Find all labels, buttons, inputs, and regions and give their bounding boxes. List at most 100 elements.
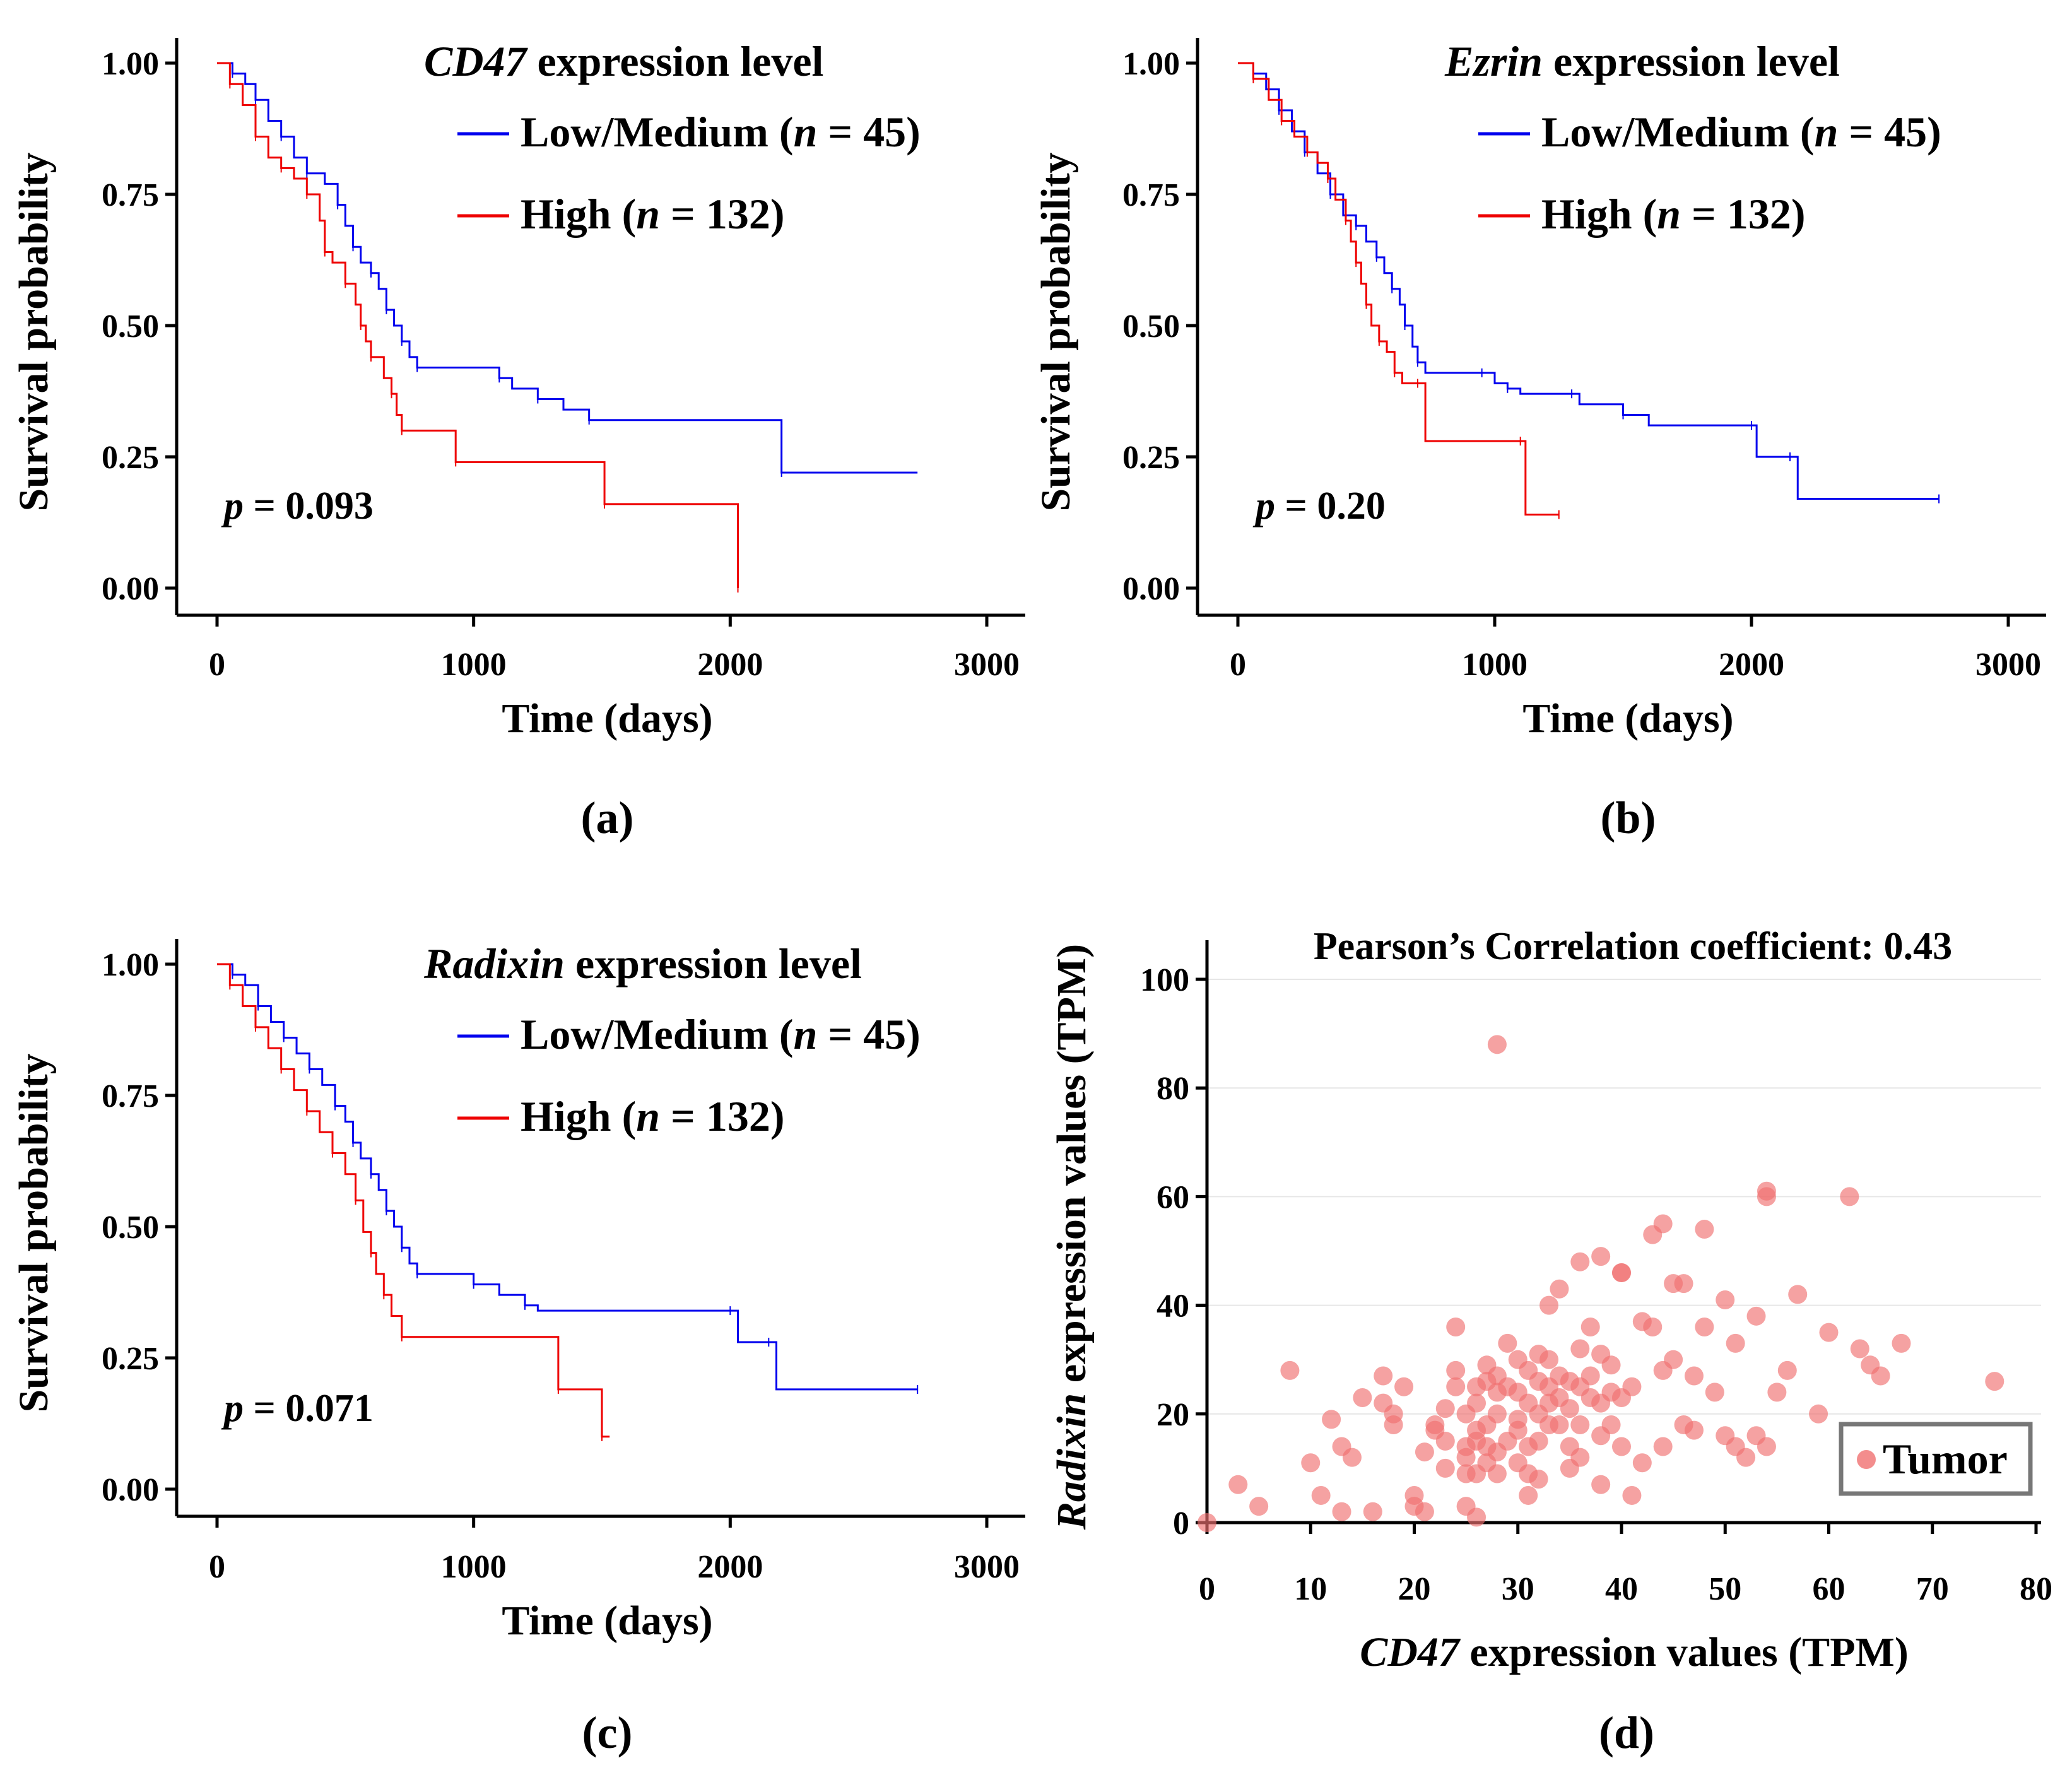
y-axis-label: Radixin expression values (TPM) [1049,944,1095,1530]
y-tick-label: 0.25 [1122,440,1180,476]
y-tick-label: 0.00 [102,571,159,607]
scatter-point [1653,1437,1673,1456]
km-chart-2: 0.00 0.25 0.50 0.75 1.00 0 1000 2000 3000 Time (d… [11,939,1025,1758]
scatter-point [1560,1399,1579,1418]
km-curve-high [1238,62,1559,516]
scatter-point [1684,1366,1704,1386]
y-tick-label: 40 [1157,1288,1189,1324]
scatter-point [1550,1279,1569,1299]
scatter-point [1363,1502,1382,1521]
km-chart-0: 0.00 0.25 0.50 0.75 1.00 0 1000 2000 3000 Time (d… [11,37,1025,843]
y-tick-label: 0.75 [102,1078,159,1114]
scatter-point [1788,1285,1808,1304]
scatter-point [1695,1220,1714,1239]
x-axis-label: Time (days) [502,1598,712,1644]
scatter-point [1746,1306,1766,1326]
chart-title: Ezrin expression level [1444,37,1840,85]
y-axis-label: Survival probability [1033,152,1079,511]
scatter-point [1539,1350,1559,1369]
scatter-point [1767,1383,1787,1402]
x-axis-label: Time (days) [1522,695,1733,741]
scatter-point [1736,1448,1756,1467]
km-chart-1: 0.00 0.25 0.50 0.75 1.00 0 1000 2000 3000 Time (d… [1033,37,2046,843]
scatter-point [1487,1404,1507,1424]
scatter-point [1757,1437,1776,1456]
scatter-point [1435,1458,1455,1478]
scatter-point [1467,1507,1486,1527]
y-tick-label: 0.75 [1122,177,1180,213]
scatter-point [1819,1323,1839,1342]
scatter-point [1446,1360,1466,1380]
scatter-point [1674,1274,1693,1294]
x-tick-label: 10 [1294,1571,1327,1607]
y-tick-label: 20 [1157,1397,1189,1433]
scatter-point [1280,1360,1300,1380]
x-tick-label: 0 [209,647,225,683]
scatter-point [1198,1513,1216,1532]
scatter-point [1612,1263,1631,1282]
scatter-point [1570,1252,1590,1271]
panel-label: (b) [1601,793,1656,843]
scatter-point [1570,1339,1590,1359]
scatter-point [1601,1355,1621,1375]
legend-label: High (n = 132) [1541,190,1806,238]
y-axis-label: Survival probability [11,1053,57,1412]
y-tick-label: 1.00 [1122,46,1180,82]
y-tick-label: 1.00 [102,46,159,82]
scatter-point [1446,1377,1466,1396]
scatter-point [1487,1035,1507,1054]
x-tick-label: 40 [1605,1571,1638,1607]
scatter-point [1716,1290,1735,1309]
scatter-point [1809,1404,1828,1424]
x-tick-label: 1000 [1462,647,1528,683]
km-curve-high [217,62,739,588]
chart-title: CD47 expression level [424,37,823,85]
x-tick-label: 2000 [697,1549,763,1585]
x-tick-label: 80 [2020,1571,2052,1607]
scatter-point [1529,1470,1548,1489]
x-axis-label: CD47 expression values (TPM) [1360,1629,1909,1675]
panel-label: (a) [581,793,634,843]
scatter-point [1622,1485,1642,1505]
scatter-point [1632,1453,1652,1473]
scatter-point [1695,1318,1714,1337]
scatter-point [1415,1502,1434,1521]
legend-label: Low/Medium (n = 45) [521,108,921,156]
x-tick-label: 3000 [954,1549,1020,1585]
y-tick-label: 0.50 [102,309,159,345]
scatter-point [1353,1388,1372,1407]
scatter-point [1249,1497,1269,1516]
scatter-point [1394,1377,1414,1396]
x-tick-label: 0 [1199,1571,1215,1607]
x-tick-label: 3000 [954,647,1020,683]
chart-title: Radixin expression level [423,940,862,988]
x-tick-label: 1000 [441,1549,507,1585]
x-tick-label: 1000 [441,647,507,683]
scatter-point [1580,1366,1600,1386]
scatter-point [1519,1485,1538,1505]
legend-label: Low/Medium (n = 45) [521,1010,921,1058]
x-tick-label: 2000 [1719,647,1784,683]
scatter-point [1539,1295,1559,1315]
scatter-point [1550,1415,1569,1435]
scatter-point [1591,1247,1611,1266]
chart-title: Pearson’s Correlation coefficient: 0.43 [1314,925,1952,968]
scatter-point [1374,1366,1393,1386]
scatter-point [1508,1420,1528,1440]
scatter-point [1684,1420,1704,1440]
scatter-point [1580,1318,1600,1337]
y-tick-label: 0.50 [1122,309,1180,345]
panel-label: (c) [582,1707,633,1758]
y-tick-label: 1.00 [102,947,159,983]
panel-label: (d) [1599,1707,1654,1758]
scatter-point [1840,1187,1859,1206]
scatter-point [1529,1431,1548,1451]
x-tick-label: 50 [1709,1571,1741,1607]
x-tick-label: 30 [1502,1571,1534,1607]
y-tick-label: 0.50 [102,1210,159,1246]
p-value: p = 0.20 [1252,485,1386,528]
x-axis-label: Time (days) [502,695,712,741]
scatter-point [1498,1333,1517,1353]
scatter-point [1850,1339,1869,1359]
